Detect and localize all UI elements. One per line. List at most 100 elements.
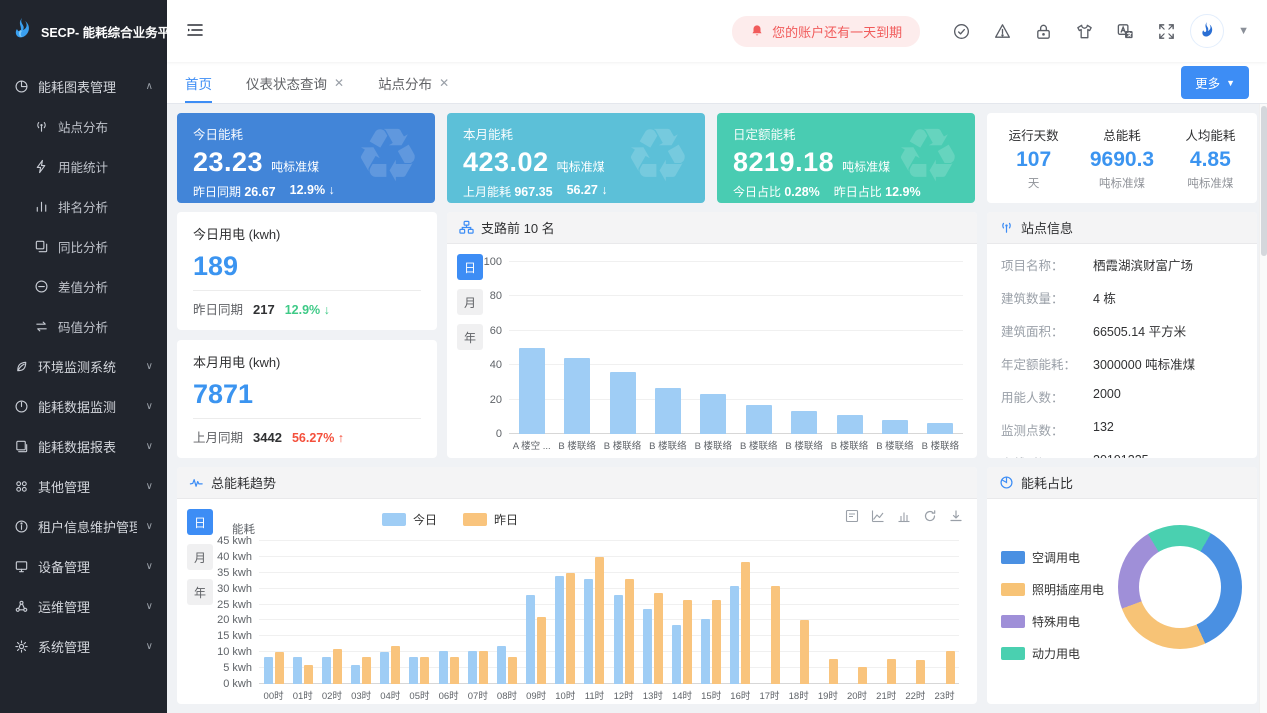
bar-group-B 楼联络[interactable] [918,262,963,434]
chevron-down-icon: ∨ [145,600,153,612]
bar-group-B 楼联络[interactable] [736,262,781,434]
bar-group-B 楼联络[interactable] [781,262,826,434]
bar-group-15时[interactable] [697,541,726,684]
x-axis-tick: A 楼空 ... [512,441,551,452]
site-info-label: 上线时间： [1001,453,1093,458]
bar-group-A 楼空 ...[interactable] [509,262,554,434]
sidebar: SECP- 能耗综合业务平台 能耗图表管理 ∧ 站点分布用能统计排名分析同比分析差值… [0,0,167,713]
sidebar-item-7[interactable]: 运维管理 ∨ [0,586,167,626]
bar-group-01时[interactable] [288,541,317,684]
account-expiry-notice[interactable]: 您的账户还有一天到期 [732,15,921,47]
legend-item-昨日[interactable]: 昨日 [463,511,518,528]
bar-group-B 楼联络[interactable] [872,262,917,434]
more-button[interactable]: 更多 ▼ [1181,66,1249,99]
theme-icon[interactable] [952,22,971,41]
stat-unit: 吨标准煤 [1098,178,1145,190]
language-icon[interactable] [1116,22,1135,41]
content-scrollbar[interactable] [1259,104,1267,713]
bar-group-14时[interactable] [667,541,696,684]
y-axis-tick: 0 kwh [223,678,252,690]
ratio-legend-item-特殊用电[interactable]: 特殊用电 [1001,613,1104,630]
bar-group-B 楼联络[interactable] [554,262,599,434]
x-axis-tick: 19时 [817,691,838,702]
branch-period-年[interactable]: 年 [457,324,483,350]
ratio-legend-item-动力用电[interactable]: 动力用电 [1001,645,1104,662]
ratio-legend-item-照明插座用电[interactable]: 照明插座用电 [1001,581,1104,598]
bar-chart-icon[interactable] [897,509,911,523]
lock-icon[interactable] [1034,22,1053,41]
bar-group-21时[interactable] [872,541,901,684]
ratio-legend-item-空调用电[interactable]: 空调用电 [1001,549,1104,566]
sidebar-item-6[interactable]: 设备管理 ∨ [0,546,167,586]
bar-group-11时[interactable] [580,541,609,684]
sidebar-item-3[interactable]: 能耗数据报表 ∨ [0,426,167,466]
bar-group-18时[interactable] [784,541,813,684]
trend-period-月[interactable]: 月 [187,544,213,570]
bar-今日 [526,595,536,684]
bar-group-B 楼联络[interactable] [645,262,690,434]
bar-group-B 楼联络[interactable] [600,262,645,434]
bar-group-19时[interactable] [813,541,842,684]
close-icon[interactable]: ✕ [334,75,345,90]
refresh-icon[interactable] [923,509,937,523]
sidebar-subitem-5[interactable]: 码值分析 [0,306,167,346]
close-icon[interactable]: ✕ [439,75,450,90]
data-view-icon[interactable] [845,509,859,523]
sidebar-subitem-4[interactable]: 差值分析 [0,266,167,306]
sidebar-subitem-2[interactable]: 排名分析 [0,186,167,226]
x-axis-tick: 18时 [788,691,809,702]
branch-period-月[interactable]: 月 [457,289,483,315]
bar-group-02时[interactable] [317,541,346,684]
warning-icon[interactable] [993,22,1012,41]
sidebar-subitem-1[interactable]: 用能统计 [0,146,167,186]
bar-group-12时[interactable] [609,541,638,684]
bar-group-06时[interactable] [434,541,463,684]
bar-group-22时[interactable] [901,541,930,684]
sidebar-item-2[interactable]: 能耗数据监测 ∨ [0,386,167,426]
tab-2[interactable]: 站点分布 ✕ [378,62,449,103]
bar-group-10时[interactable] [551,541,580,684]
bar-group-20时[interactable] [842,541,871,684]
line-chart-icon[interactable] [871,509,885,523]
bar-group-00时[interactable] [259,541,288,684]
bar-group-07时[interactable] [463,541,492,684]
skin-icon[interactable] [1075,22,1094,41]
sidebar-item-1[interactable]: 环境监测系统 ∨ [0,346,167,386]
sidebar-item-label: 能耗数据报表 [38,439,117,455]
bar-group-B 楼联络[interactable] [827,262,872,434]
sidebar-item-8[interactable]: 系统管理 ∨ [0,626,167,666]
bar-group-B 楼联络[interactable] [691,262,736,434]
bar-group-05时[interactable] [405,541,434,684]
sidebar-subitem-0[interactable]: 站点分布 [0,106,167,146]
user-avatar[interactable] [1190,14,1225,48]
sidebar-subitem-3[interactable]: 同比分析 [0,226,167,266]
trend-period-日[interactable]: 日 [187,509,213,535]
bar-group-04时[interactable] [376,541,405,684]
bar-group-23时[interactable] [930,541,959,684]
x-axis-tick: 15时 [701,691,722,702]
x-axis-tick: 13时 [642,691,663,702]
sidebar-item-5[interactable]: 租户信息维护管理 ∨ [0,506,167,546]
user-menu-chevron-icon[interactable]: ▼ [1238,25,1249,37]
branch-period-日[interactable]: 日 [457,254,483,280]
trend-period-年[interactable]: 年 [187,579,213,605]
tab-1[interactable]: 仪表状态查询 ✕ [246,62,344,103]
bar-group-13时[interactable] [638,541,667,684]
collapse-menu-icon[interactable] [185,20,205,43]
bar-group-03时[interactable] [347,541,376,684]
bar-group-17时[interactable] [755,541,784,684]
bar-group-09时[interactable] [522,541,551,684]
bar-group-08时[interactable] [492,541,521,684]
bar-group-16时[interactable] [726,541,755,684]
scrollbar-thumb[interactable] [1261,106,1267,256]
sidebar-item-0[interactable]: 能耗图表管理 ∧ [0,66,167,106]
fullscreen-icon[interactable] [1157,22,1176,41]
compare-label: 昨日同期 [193,303,244,317]
legend-item-今日[interactable]: 今日 [382,511,437,528]
sidebar-item-4[interactable]: 其他管理 ∨ [0,466,167,506]
kpi-row: 今日能耗 23.23 吨标准煤 昨日同期 26.67 12.9% ↓ ♻ 本月能耗 423.… [177,113,1257,203]
stat-unit: 天 [1027,178,1040,190]
tab-0[interactable]: 首页 [185,62,212,103]
delta-value: 56.27% ↑ [291,431,345,445]
download-icon[interactable] [949,509,963,523]
